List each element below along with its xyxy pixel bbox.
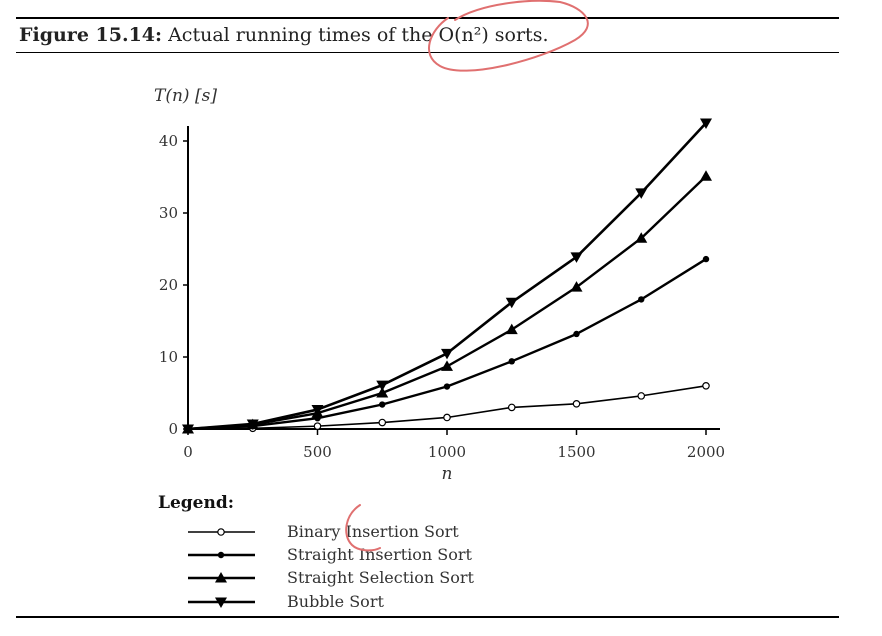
y-tick-label: 20 <box>159 276 178 294</box>
legend-label: Bubble Sort <box>287 592 384 611</box>
legend-title: Legend: <box>158 493 234 513</box>
legend-marker <box>215 572 227 583</box>
figure-caption: Figure 15.14: Actual running times of th… <box>19 24 549 46</box>
data-point <box>573 330 580 338</box>
data-point <box>570 281 583 292</box>
data-point <box>505 297 518 309</box>
data-point <box>376 387 389 398</box>
data-point <box>507 403 516 412</box>
data-point <box>441 360 453 371</box>
ink-curve-annotation <box>345 504 381 552</box>
data-point <box>505 323 518 335</box>
y-tick-label: 40 <box>159 132 178 150</box>
data-point <box>700 118 712 129</box>
data-point <box>702 381 710 390</box>
series-3 <box>182 170 712 434</box>
series-layer <box>182 118 712 435</box>
series-line <box>187 175 707 431</box>
x-tick-label: 0 <box>183 443 193 461</box>
data-point <box>441 348 453 360</box>
legend-label: Straight Insertion Sort <box>287 545 473 564</box>
x-tick-label: 2000 <box>687 443 725 461</box>
data-point <box>570 252 583 263</box>
legend-marker <box>217 528 225 536</box>
caption-top-rule <box>16 17 839 19</box>
y-tick-label: 0 <box>168 420 178 438</box>
data-point <box>311 405 324 416</box>
legend: Legend: Binary Insertion Sort Straight Ins… <box>158 493 475 611</box>
data-point <box>700 170 712 181</box>
data-point <box>638 296 645 303</box>
y-tick-label: 10 <box>159 348 178 366</box>
data-point <box>635 232 648 243</box>
data-point <box>443 413 451 422</box>
legend-label: Binary Insertion Sort <box>287 522 459 541</box>
data-point <box>379 401 386 408</box>
data-point <box>635 188 648 199</box>
data-point <box>182 424 194 435</box>
caption-bottom-rule <box>16 52 839 53</box>
data-point <box>637 392 646 400</box>
figure-label: Figure 15.14: <box>19 24 163 46</box>
axes: 0 10 20 30 40 0 500 1000 1500 2000 T(n) [s] n <box>154 86 725 484</box>
data-point <box>572 399 581 408</box>
data-point <box>376 380 389 392</box>
data-point <box>313 422 322 430</box>
data-point <box>378 418 387 427</box>
x-tick-label: 500 <box>303 443 332 461</box>
handwritten-annotations <box>345 0 589 552</box>
data-point <box>508 358 515 365</box>
y-tick-label: 30 <box>159 204 178 222</box>
x-tick-label: 1500 <box>557 443 595 461</box>
legend-label: Straight Selection Sort <box>287 568 475 587</box>
data-point <box>246 419 259 430</box>
legend-marker <box>217 551 225 559</box>
figure-bottom-rule <box>16 616 839 618</box>
caption-text: Actual running times of the O(n²) sorts. <box>168 24 549 46</box>
series-4 <box>182 118 712 435</box>
series-line <box>187 122 707 431</box>
legend-marker <box>215 597 227 608</box>
y-axis-title: T(n) [s] <box>154 86 217 106</box>
series-2 <box>184 255 710 433</box>
series-line <box>187 258 707 431</box>
data-point <box>702 255 710 263</box>
x-tick-label: 1000 <box>428 443 466 461</box>
x-axis-title: n <box>442 464 453 484</box>
data-point <box>443 383 451 390</box>
ink-circle-annotation <box>428 0 589 72</box>
